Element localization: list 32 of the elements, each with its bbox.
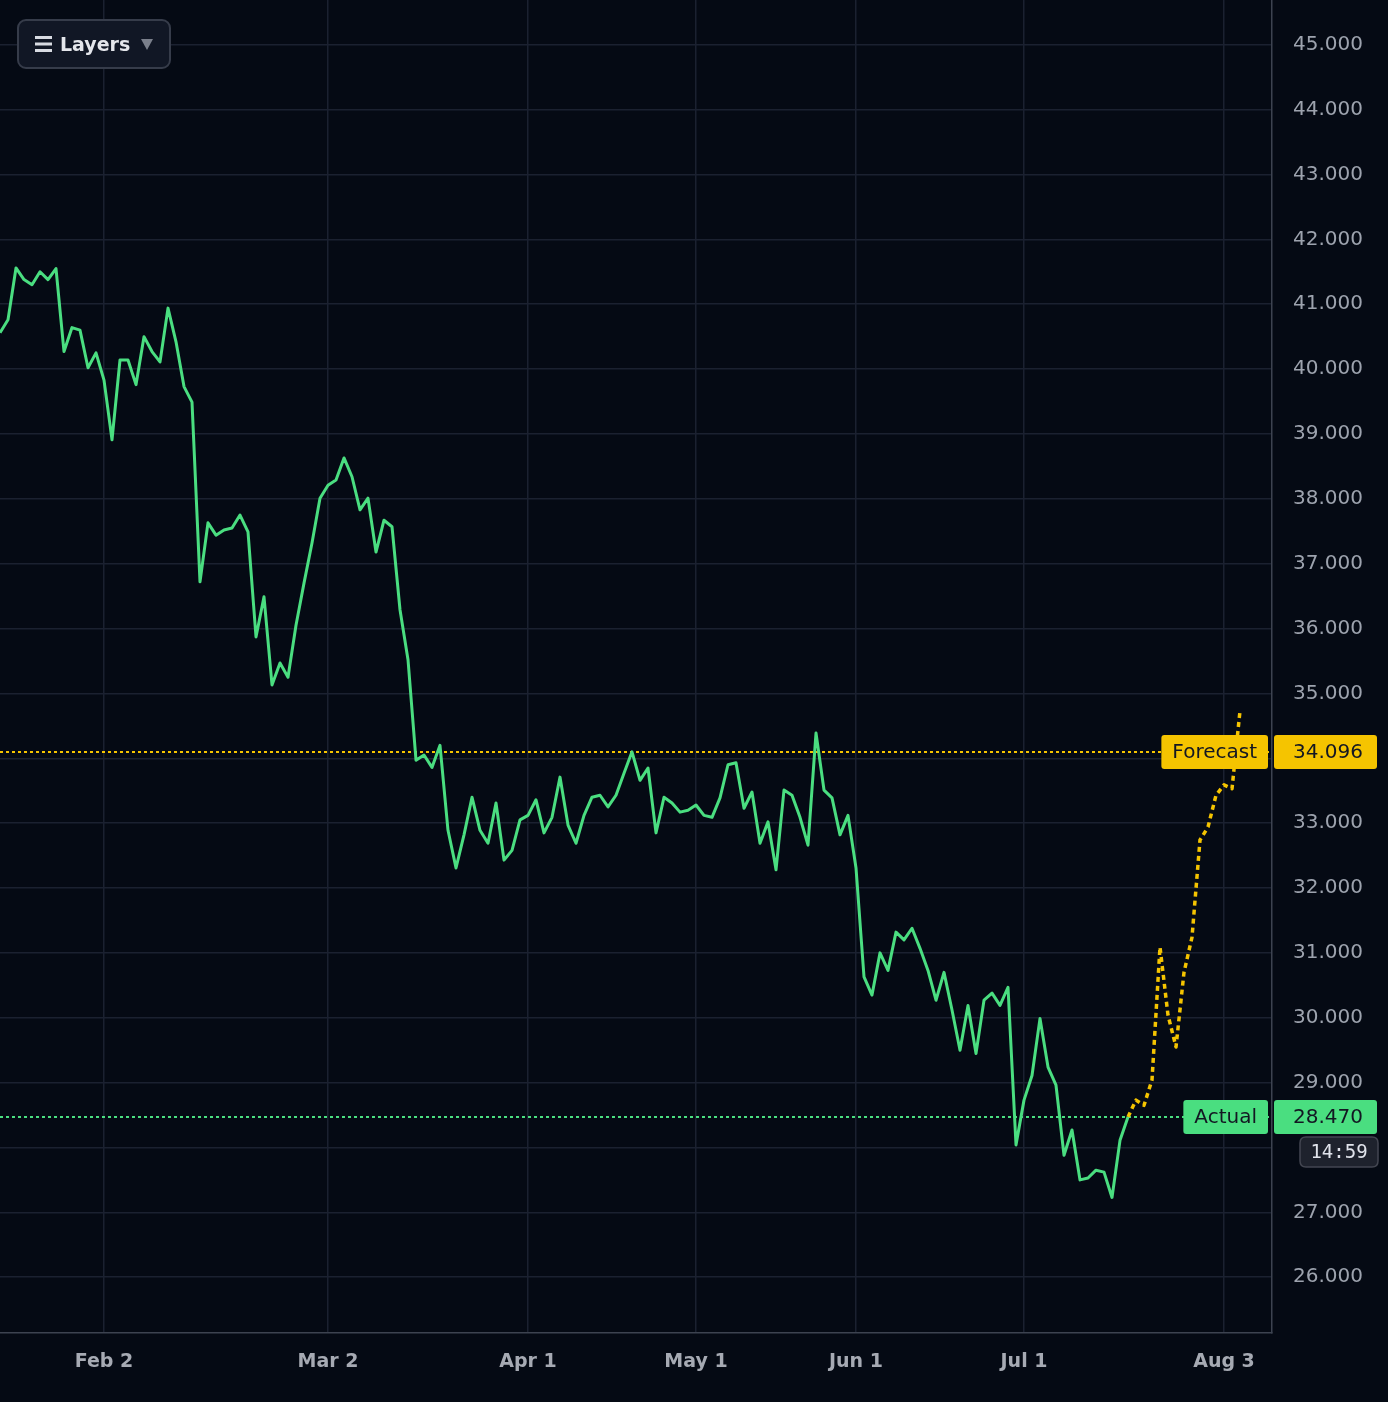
x-tick-label: Jun 1 <box>827 1349 883 1372</box>
y-tick-label: 26.000 <box>1293 1263 1363 1288</box>
y-tick-label: 30.000 <box>1293 1003 1363 1028</box>
y-tick-label: 38.000 <box>1293 485 1363 510</box>
y-tick-label: 39.000 <box>1293 420 1363 445</box>
ref-line-label: Forecast <box>1172 739 1258 764</box>
x-tick-label: Aug 3 <box>1193 1349 1255 1372</box>
y-tick-label: 44.000 <box>1293 95 1363 120</box>
y-tick-label: 37.000 <box>1293 549 1363 574</box>
y-tick-label: 31.000 <box>1293 939 1363 964</box>
x-tick-label: Jul 1 <box>998 1349 1048 1372</box>
y-tick-label: 40.000 <box>1293 355 1363 380</box>
y-tick-label: 42.000 <box>1293 225 1363 250</box>
y-tick-label: 29.000 <box>1293 1068 1363 1093</box>
y-tick-label: 45.000 <box>1293 30 1363 55</box>
dropdown-button: Layers <box>17 19 171 69</box>
x-tick-label: May 1 <box>664 1349 728 1372</box>
ref-line-label: Actual <box>1194 1104 1257 1129</box>
y-tick-label: 27.000 <box>1293 1198 1363 1223</box>
y-tick-label: 35.000 <box>1293 679 1363 704</box>
text: 14:59 <box>1310 1139 1368 1162</box>
text: 28.470 <box>1293 1104 1363 1129</box>
y-tick-label: 36.000 <box>1293 614 1363 639</box>
y-tick-label: 32.000 <box>1293 874 1363 899</box>
x-tick-label: Mar 2 <box>297 1349 359 1372</box>
y-tick-label: 41.000 <box>1293 290 1363 315</box>
y-tick-label: 43.000 <box>1293 160 1363 185</box>
x-tick-label: Apr 1 <box>499 1349 557 1372</box>
x-tick-label: Feb 2 <box>74 1349 134 1372</box>
y-tick-label: 33.000 <box>1293 809 1363 834</box>
text: 34.096 <box>1293 739 1363 764</box>
annotation: Layers <box>60 33 131 55</box>
